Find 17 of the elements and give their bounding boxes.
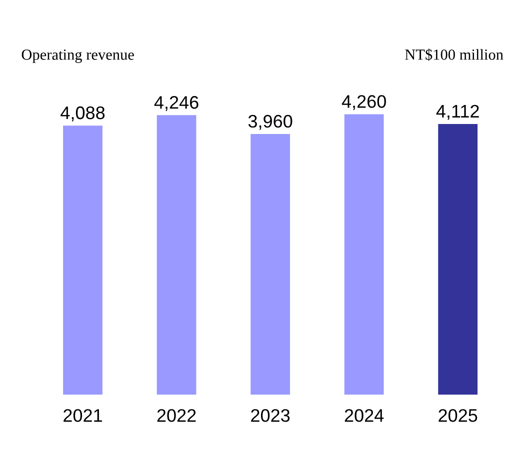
x-tick-label: 2023 [251,409,290,422]
data-label: 4,112 [436,104,479,120]
x-tick-label: 2024 [344,409,384,422]
data-label: 4,088 [60,106,105,122]
bar [156,115,196,395]
x-tick-label: 2022 [157,409,196,422]
data-label: 3,960 [248,114,292,130]
chart-title: Operating revenue [22,50,134,63]
bar [438,124,478,395]
x-tick-label: 2021 [64,409,102,422]
data-label: 4,260 [342,95,386,110]
data-label: 4,246 [154,96,198,111]
y-axis-title: NT$100 million [405,48,504,61]
x-tick-label: 2025 [438,409,478,422]
bar [344,114,384,395]
bar [250,134,290,395]
bar [63,126,102,395]
